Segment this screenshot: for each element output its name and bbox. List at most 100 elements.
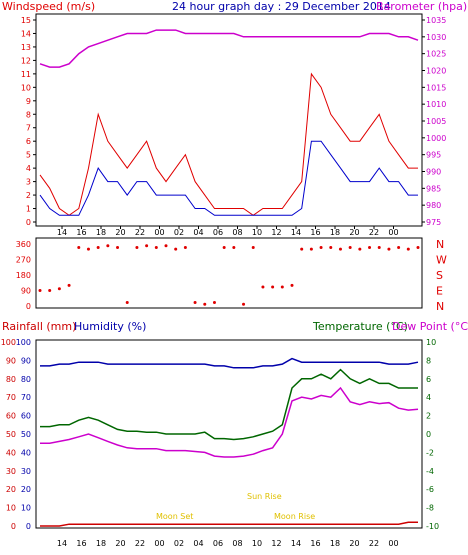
compass-label: S [436,269,443,282]
baro-tick-label: 995 [426,151,441,160]
humidity-tick-label: 0 [26,522,31,531]
direction-tick-label: 180 [16,271,31,280]
x-tick-label: 06 [213,539,223,548]
direction-point [135,245,139,249]
x-tick-label: 20 [349,228,359,237]
temp-tick-label: 2 [426,412,431,421]
direction-point [309,247,313,251]
x-tick-label: 12 [271,539,281,548]
wind-tick-label: 5 [26,151,31,160]
humidity-tick-label: 70 [21,393,31,402]
direction-point [280,285,284,289]
x-tick-label: 20 [349,539,359,548]
baro-tick-label: 1020 [426,67,446,76]
direction-point [368,245,372,249]
direction-point [416,245,420,249]
wind-tick-label: 4 [26,164,31,173]
direction-point [116,245,120,249]
direction-point [125,301,129,305]
x-tick-label: 02 [174,228,184,237]
x-tick-label: 12 [271,228,281,237]
gust-line [39,72,418,216]
rain-tick-label: 30 [6,467,16,476]
x-tick-label: 18 [96,228,106,237]
humidity-tick-label: 10 [21,504,31,513]
temp-tick-label: -4 [426,467,434,476]
x-tick-label: 14 [291,539,301,548]
direction-point [406,247,410,251]
direction-point [271,285,275,289]
direction-point [232,245,236,249]
wind-axis-label: Windspeed (m/s) [2,0,95,13]
direction-point [154,245,158,249]
baro-tick-label: 1000 [426,134,446,143]
baro-tick-label: 1025 [426,50,446,59]
avg-wind-line [39,140,418,216]
direction-point [329,245,333,249]
humidity-tick-label: 100 [16,338,31,347]
direction-point [57,287,61,291]
baro-tick-label: 1035 [426,16,446,25]
direction-axis-ticks: 0 90 180 270 360 [16,240,31,311]
x-tick-label: 00 [388,228,398,237]
direction-tick-label: 360 [16,240,31,249]
direction-point [67,283,71,287]
direction-point [222,245,226,249]
dewpoint-line [40,386,419,458]
baro-tick-label: 1010 [426,100,446,109]
direction-point [183,245,187,249]
x-tick-label: 10 [252,539,262,548]
rainfall-line [40,521,418,527]
rain-tick-label: 80 [6,375,16,384]
direction-panel-frame [35,237,423,309]
temp-tick-label: 10 [426,338,436,347]
temperature-axis-label: Temperature (°C) [312,320,408,333]
wind-tick-label: 3 [26,178,31,187]
x-tick-label: 02 [174,539,184,548]
sun-rise-label: Sun Rise [247,492,282,501]
baro-tick-label: 1015 [426,83,446,92]
moon-rise-label: Moon Rise [274,512,315,521]
wind-tick-label: 10 [21,83,31,92]
humidity-tick-label: 50 [21,430,31,439]
rain-tick-label: 20 [6,485,16,494]
direction-point [38,289,42,292]
baro-tick-label: 1005 [426,117,446,126]
x-tick-label: 20 [115,228,125,237]
x-tick-label: 08 [232,228,242,237]
x-tick-label: 16 [76,228,86,237]
wind-x-ticks: 14 16 18 20 22 00 02 04 06 08 10 12 14 16 18 20 22 00 [57,226,399,237]
temp-tick-label: 0 [426,430,431,439]
x-tick-label: 04 [193,539,203,548]
rain-tick-label: 0 [11,522,16,531]
direction-point [77,245,81,249]
x-tick-label: 06 [213,228,223,237]
temp-tick-label: 8 [426,356,431,365]
baro-axis-ticks: 975 980 985 990 995 1000 1005 1010 1015 1020 1025 1… [422,16,446,227]
direction-point [48,289,52,292]
humidity-tick-label: 20 [21,485,31,494]
direction-point [193,301,197,305]
rain-axis-label: Rainfall (mm) [2,320,76,333]
wind-tick-label: 8 [26,110,31,119]
x-tick-label: 18 [96,539,106,548]
x-tick-label: 20 [115,539,125,548]
x-tick-label: 18 [330,539,340,548]
chart-title: 24 hour graph day : 29 December 2014 [172,0,391,13]
barometer-line [39,29,419,68]
temp-tick-label: -2 [426,448,434,457]
direction-point [397,245,401,249]
temp-axis-ticks: -10 -8 -6 -4 -2 0 2 4 6 8 10 [426,338,439,531]
direction-point [203,302,207,306]
x-tick-label: 00 [154,539,164,548]
direction-point [164,244,168,248]
baro-tick-label: 1030 [426,33,446,42]
x-tick-label: 22 [369,228,379,237]
x-tick-label: 04 [193,228,203,237]
direction-point [319,245,323,249]
baro-tick-label: 975 [426,218,441,227]
rain-tick-label: 60 [6,412,16,421]
